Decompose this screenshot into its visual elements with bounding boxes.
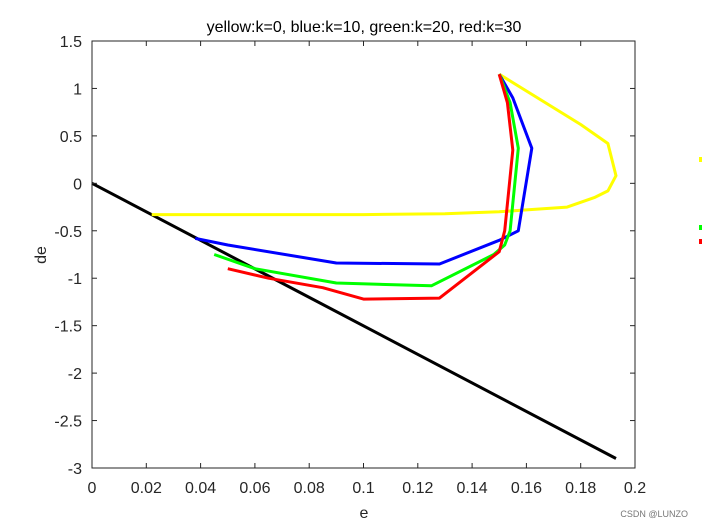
x-tick-label: 0 bbox=[88, 480, 97, 497]
y-axis-label: de bbox=[33, 246, 50, 264]
x-tick-label: 0.1 bbox=[352, 480, 374, 497]
y-tick-label: 0 bbox=[73, 176, 82, 193]
y-tick-label: -2 bbox=[68, 366, 82, 383]
edge-mark-green bbox=[699, 225, 702, 230]
series-line-1 bbox=[151, 72, 618, 217]
y-tick-label: -0.5 bbox=[54, 224, 82, 241]
y-tick-label: -1.5 bbox=[54, 319, 82, 336]
tick-layer: 0 0.02 0.04 0.06 0.08 0.1 0.12 0.14 0.16 0.18 0.2 -… bbox=[54, 34, 646, 497]
series-layer bbox=[91, 72, 618, 460]
y-tick-label: -2.5 bbox=[54, 414, 82, 431]
x-tick-label: 0.2 bbox=[624, 480, 646, 497]
series-line-2 bbox=[194, 73, 534, 266]
x-tick-label: 0.18 bbox=[565, 480, 596, 497]
edge-mark-yellow bbox=[699, 157, 702, 162]
x-tick-label: 0.08 bbox=[294, 480, 325, 497]
watermark: CSDN @LUNZO bbox=[620, 509, 688, 519]
x-tick-label: 0.12 bbox=[402, 480, 433, 497]
plot-area bbox=[92, 41, 635, 468]
edge-mark-red bbox=[699, 239, 702, 244]
y-tick-label: -1 bbox=[68, 271, 82, 288]
y-tick-label: 1 bbox=[73, 81, 82, 98]
y-tick-label: 1.5 bbox=[60, 34, 82, 51]
x-axis-label: e bbox=[360, 505, 369, 522]
series-line-0 bbox=[91, 181, 617, 460]
x-tick-label: 0.16 bbox=[511, 480, 542, 497]
y-tick-label: 0.5 bbox=[60, 129, 82, 146]
x-tick-label: 0.02 bbox=[131, 480, 162, 497]
y-tick-label: -3 bbox=[68, 461, 82, 478]
chart-title: yellow:k=0, blue:k=10, green:k=20, red:k… bbox=[207, 19, 522, 36]
x-tick-label: 0.06 bbox=[239, 480, 270, 497]
x-tick-label: 0.14 bbox=[457, 480, 488, 497]
x-tick-label: 0.04 bbox=[185, 480, 216, 497]
series-line-4 bbox=[227, 73, 515, 301]
